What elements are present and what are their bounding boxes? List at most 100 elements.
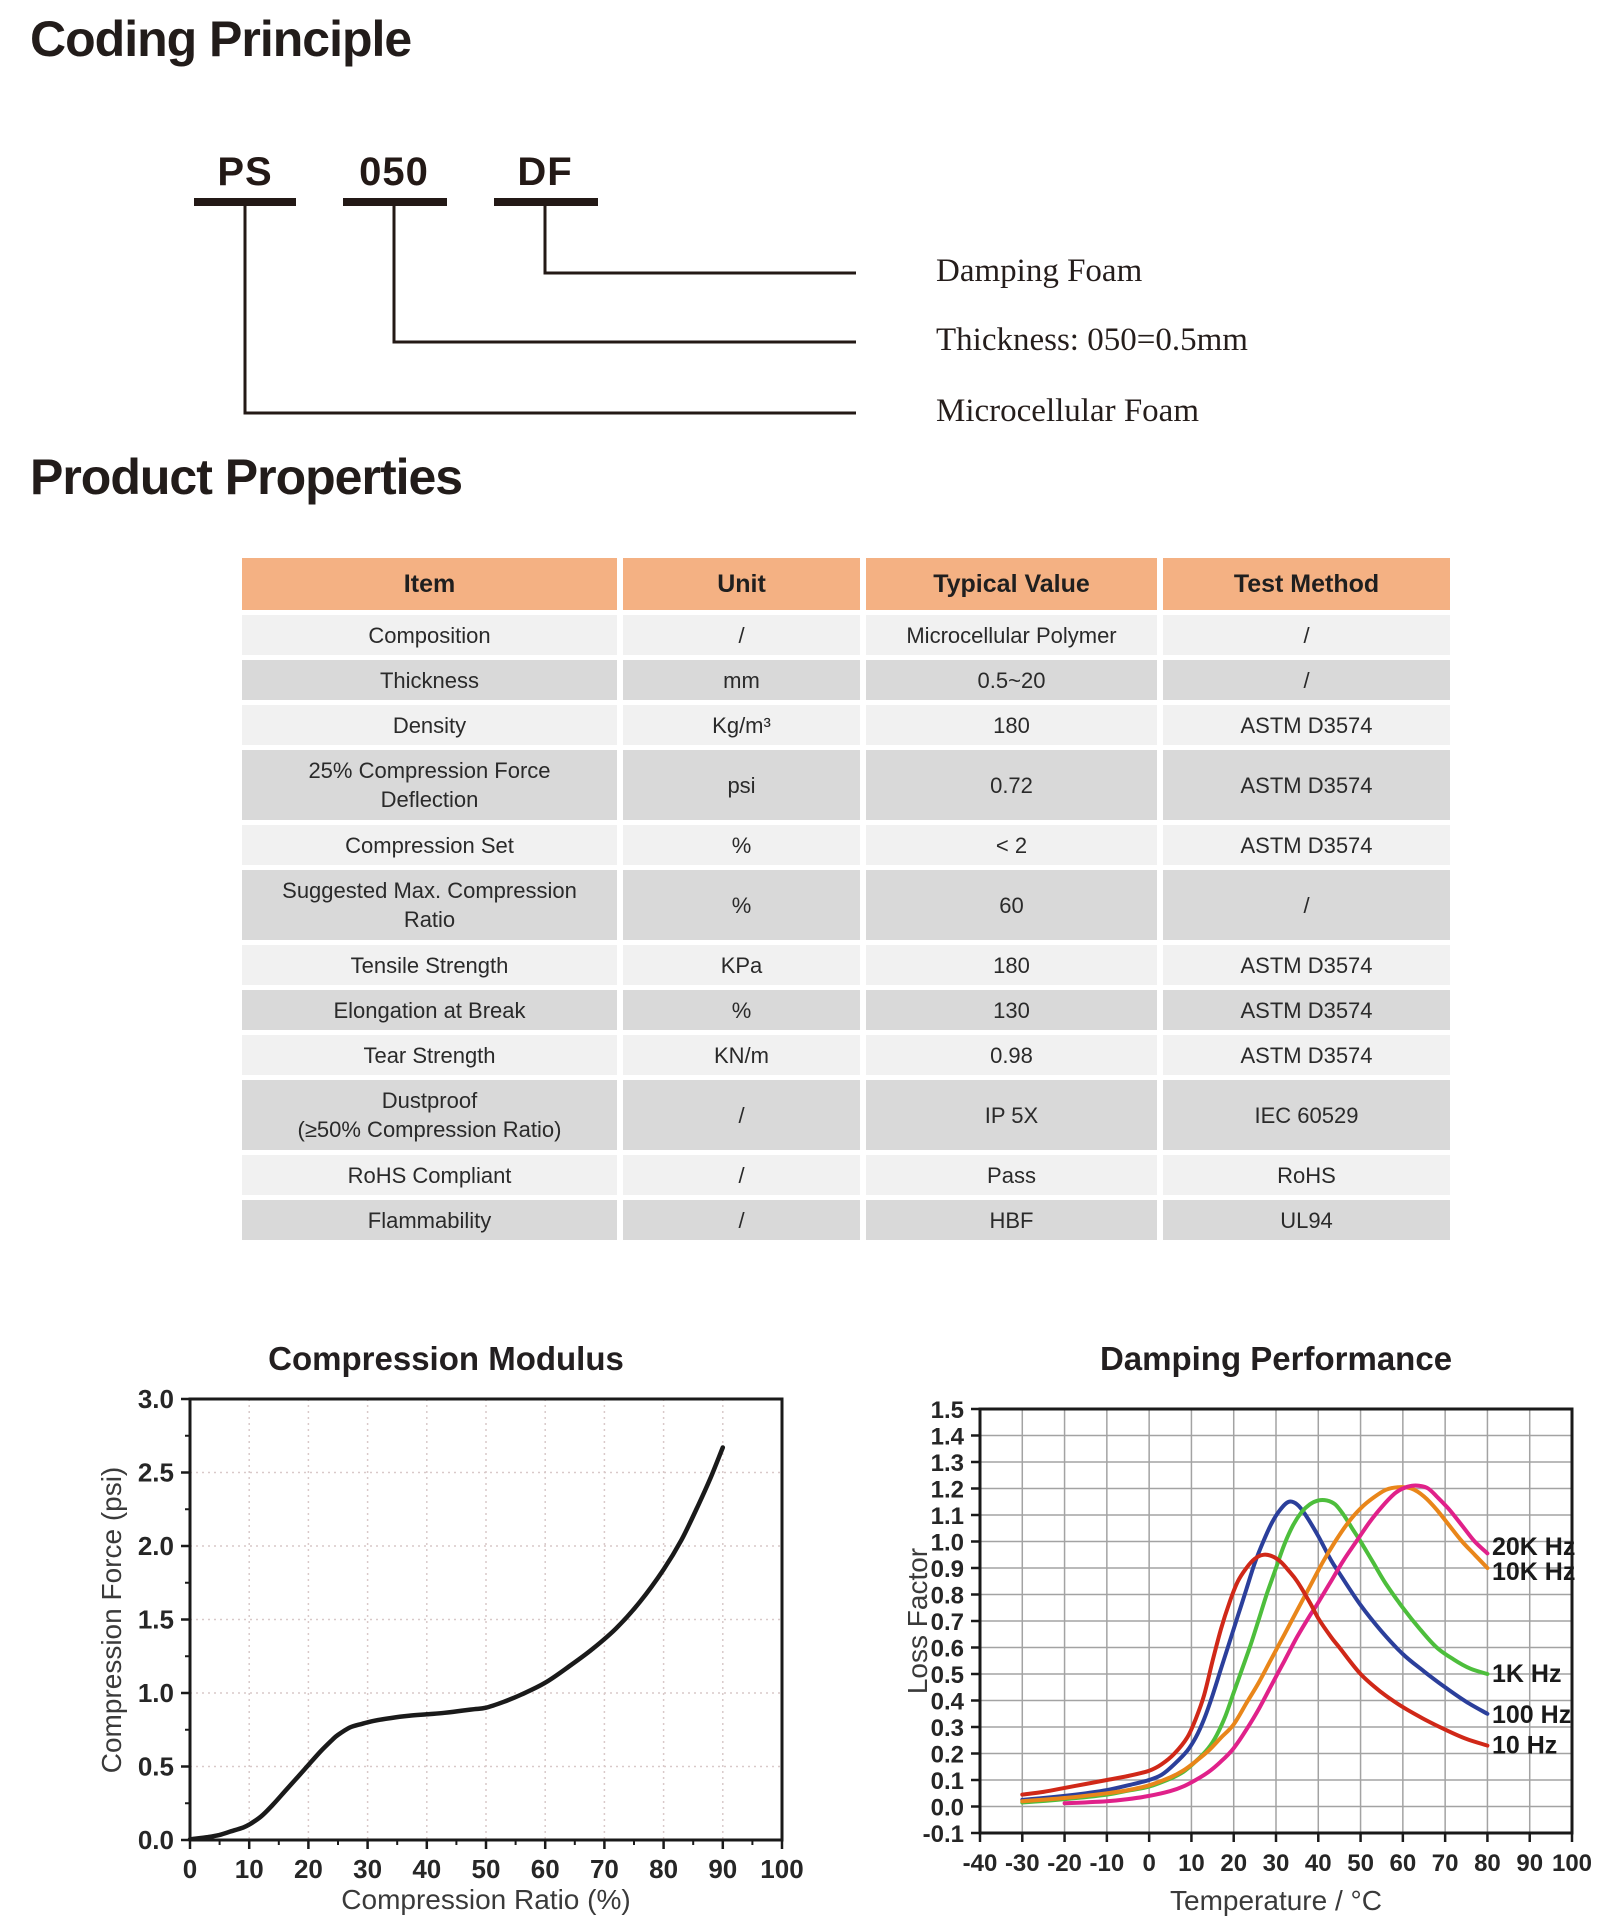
code-desc-thickness: Thickness: 050=0.5mm bbox=[936, 322, 1248, 358]
x-tick-label: 0 bbox=[1142, 1850, 1155, 1877]
cell-item: Tensile Strength bbox=[242, 945, 617, 985]
y-tick-label: -0.1 bbox=[923, 1821, 964, 1848]
item-line: Flammability bbox=[367, 1207, 492, 1233]
x-tick-label: 70 bbox=[1432, 1850, 1459, 1877]
cell-unit: psi bbox=[623, 750, 860, 820]
cell-item: Thickness bbox=[242, 660, 617, 700]
cell-unit: / bbox=[623, 615, 860, 655]
damping-performance-chart: Damping Performance Loss Factor Temperat… bbox=[880, 1340, 1600, 1922]
cell-method: / bbox=[1163, 870, 1450, 940]
item-line: RoHS Compliant bbox=[347, 1162, 512, 1188]
code-token-050: 050 bbox=[359, 150, 429, 194]
cell-method: ASTM D3574 bbox=[1163, 1035, 1450, 1075]
y-tick-label: 1.0 bbox=[931, 1530, 964, 1557]
item-line: (≥50% Compression Ratio) bbox=[297, 1117, 562, 1142]
y-tick-label: 0.0 bbox=[931, 1795, 964, 1822]
x-tick-label: 60 bbox=[531, 1854, 560, 1884]
cell-method: / bbox=[1163, 660, 1450, 700]
cell-item: Dustproof (≥50% Compression Ratio) bbox=[242, 1080, 617, 1150]
cell-value: 0.5~20 bbox=[866, 660, 1157, 700]
table-row: Composition / Microcellular Polymer / bbox=[242, 615, 1450, 655]
x-tick-label: 20 bbox=[1220, 1850, 1247, 1877]
cell-item: Compression Set bbox=[242, 825, 617, 865]
table-row: Dustproof (≥50% Compression Ratio) / IP 5X I… bbox=[242, 1080, 1450, 1150]
cell-unit: % bbox=[623, 870, 860, 940]
table-row: Density Kg/m³ 180 ASTM D3574 bbox=[242, 705, 1450, 745]
cell-method: IEC 60529 bbox=[1163, 1080, 1450, 1150]
series-path-1k-hz bbox=[1020, 1497, 1490, 1805]
y-tick-label: 1.0 bbox=[138, 1678, 174, 1708]
x-tick-label: 0 bbox=[183, 1854, 197, 1884]
damping-performance-ylabel: Loss Factor bbox=[902, 1547, 933, 1695]
y-tick-label: 1.2 bbox=[931, 1477, 964, 1504]
y-tick-label: 1.4 bbox=[931, 1424, 965, 1451]
damping-performance-xlabel: Temperature / °C bbox=[1170, 1885, 1382, 1916]
x-tick-label: 100 bbox=[760, 1854, 803, 1884]
x-tick-label: 40 bbox=[412, 1854, 441, 1884]
cell-value: Pass bbox=[866, 1155, 1157, 1195]
code-desc-microcellular-foam: Microcellular Foam bbox=[936, 393, 1200, 429]
cell-value: HBF bbox=[866, 1200, 1157, 1240]
cell-item: Tear Strength bbox=[242, 1035, 617, 1075]
x-tick-label: 80 bbox=[649, 1854, 678, 1884]
product-properties-table: Item Unit Typical Value Test Method Composit… bbox=[236, 553, 1456, 1245]
y-tick-label: 3.0 bbox=[138, 1384, 174, 1414]
cell-value: IP 5X bbox=[866, 1080, 1157, 1150]
x-tick-label: 30 bbox=[1263, 1850, 1290, 1877]
table-body: Item Unit Typical Value Test Method Composit… bbox=[242, 558, 1450, 1240]
cell-value: 0.72 bbox=[866, 750, 1157, 820]
header-cell-typical-value: Typical Value bbox=[866, 558, 1157, 610]
item-line: 25% Compression Force bbox=[308, 758, 551, 783]
series-path-100-hz bbox=[1020, 1499, 1490, 1802]
table-row: 25% Compression Force Deflection psi 0.72 AS… bbox=[242, 750, 1450, 820]
series-path-10k-hz bbox=[1020, 1485, 1490, 1804]
cell-value: 180 bbox=[866, 705, 1157, 745]
cell-unit: / bbox=[623, 1155, 860, 1195]
cell-method: ASTM D3574 bbox=[1163, 990, 1450, 1030]
header-cell-item: Item bbox=[242, 558, 617, 610]
series-path-compression-curve bbox=[187, 1445, 726, 1842]
cell-unit: KPa bbox=[623, 945, 860, 985]
x-tick-label: 10 bbox=[235, 1854, 264, 1884]
cell-item: Density bbox=[242, 705, 617, 745]
y-tick-label: 0.3 bbox=[931, 1715, 964, 1742]
x-tick-label: 30 bbox=[353, 1854, 382, 1884]
cell-value: 180 bbox=[866, 945, 1157, 985]
coding-connector-lines bbox=[194, 198, 856, 415]
x-tick-label: 60 bbox=[1390, 1850, 1417, 1877]
table-header-row: Item Unit Typical Value Test Method bbox=[242, 558, 1450, 610]
cell-method: RoHS bbox=[1163, 1155, 1450, 1195]
table-row: Suggested Max. Compression Ratio% 60/ bbox=[242, 870, 1450, 940]
y-tick-label: 0.7 bbox=[931, 1609, 964, 1636]
damping-performance-title: Damping Performance bbox=[1099, 1340, 1453, 1377]
x-tick-label: -40 bbox=[963, 1850, 998, 1877]
x-tick-label: -10 bbox=[1090, 1850, 1125, 1877]
x-tick-label: 90 bbox=[1516, 1850, 1543, 1877]
cell-item: RoHS Compliant bbox=[242, 1155, 617, 1195]
item-line: Ratio bbox=[403, 907, 456, 932]
cell-item: Suggested Max. Compression Ratio bbox=[242, 870, 617, 940]
series-label-10-hz: 10 Hz bbox=[1492, 1732, 1557, 1760]
y-tick-label: 0.4 bbox=[931, 1689, 965, 1716]
table-row: Tear Strength KN/m 0.98 ASTM D3574 bbox=[242, 1035, 1450, 1075]
item-line: Compression Set bbox=[345, 832, 514, 858]
cell-item: Composition bbox=[242, 615, 617, 655]
y-tick-label: 1.5 bbox=[138, 1605, 174, 1635]
cell-unit: % bbox=[623, 990, 860, 1030]
item-line: Thickness bbox=[379, 667, 480, 693]
product-properties-heading: Product Properties bbox=[30, 449, 463, 505]
cell-unit: KN/m bbox=[623, 1035, 860, 1075]
x-tick-label: 80 bbox=[1474, 1850, 1501, 1877]
compression-modulus-xlabel: Compression Ratio (%) bbox=[341, 1884, 631, 1915]
x-tick-label: 70 bbox=[590, 1854, 619, 1884]
series-label-100-hz: 100 Hz bbox=[1492, 1701, 1571, 1729]
cell-value: Microcellular Polymer bbox=[866, 615, 1157, 655]
cell-unit: / bbox=[623, 1080, 860, 1150]
item-line: Suggested Max. Compression bbox=[282, 878, 577, 903]
compression-modulus-chart: Compression Modulus Compression Force (p… bbox=[60, 1340, 820, 1922]
compression-modulus-plot: 0 10 20 30 40 50 60 70 80 90 100 0.0 0.5 1.0 1.5 2.0 2.5… bbox=[138, 1384, 804, 1884]
item-line: Tensile Strength bbox=[350, 952, 509, 978]
table-row: Tensile Strength KPa 180 ASTM D3574 bbox=[242, 945, 1450, 985]
cell-unit: / bbox=[623, 1200, 860, 1240]
